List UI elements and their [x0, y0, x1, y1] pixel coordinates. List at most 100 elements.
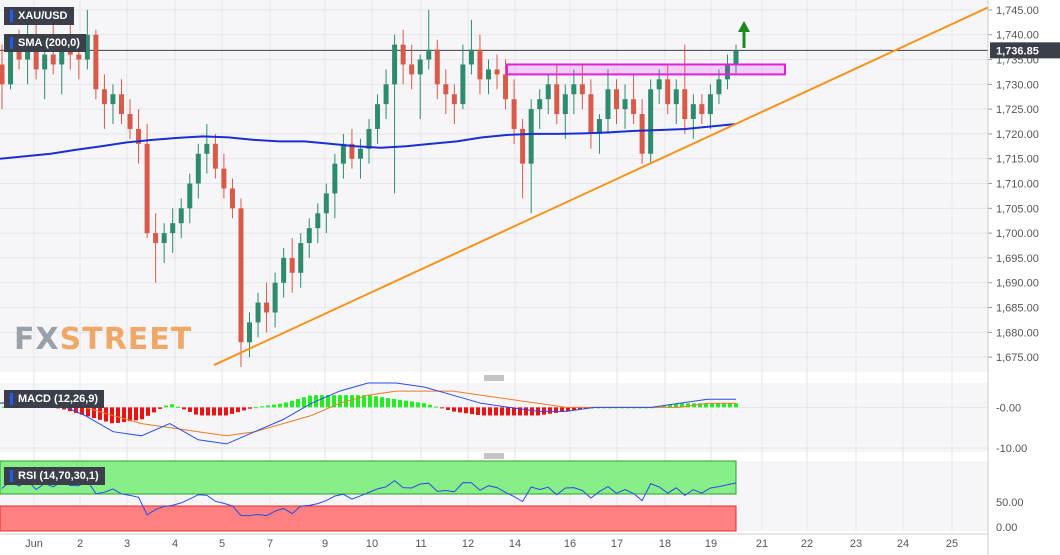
macd-histogram-bar — [704, 403, 708, 408]
date-tick-label: 5 — [219, 538, 225, 550]
macd-histogram-bar — [512, 407, 516, 416]
logo-street: STREET — [59, 322, 193, 357]
candle-body — [648, 89, 654, 154]
macd-histogram-bar — [572, 407, 576, 411]
date-tick-label: 7 — [267, 538, 273, 550]
macd-histogram-bar — [470, 407, 474, 415]
macd-histogram-bar — [158, 407, 162, 409]
sma-label[interactable]: SMA (200,0) — [4, 34, 86, 53]
candle-body — [332, 163, 338, 194]
candle-body — [349, 143, 355, 159]
macd-label[interactable]: MACD (12,26,9) — [4, 390, 105, 409]
macd-histogram-bar — [62, 407, 66, 410]
date-tick-label: 2 — [77, 538, 83, 550]
candle-body — [221, 168, 227, 189]
macd-histogram-bar — [290, 400, 294, 408]
macd-histogram-bar — [260, 406, 264, 408]
price-tick-label: 1,675.00 — [996, 352, 1039, 364]
sma-200-line — [0, 123, 737, 160]
candle-body — [477, 49, 483, 80]
candle-body — [323, 193, 329, 214]
macd-histogram-bar — [668, 404, 672, 408]
candle-body — [281, 257, 287, 283]
candle-body — [212, 143, 218, 169]
macd-histogram-bar — [80, 407, 84, 415]
date-tick-label: 24 — [897, 538, 909, 550]
price-tick-label: 1,700.00 — [996, 228, 1039, 240]
macd-histogram-bar — [548, 407, 552, 414]
macd-histogram-bar — [206, 407, 210, 416]
candle-body — [110, 94, 116, 105]
candle-body — [383, 84, 389, 105]
macd-histogram-bar — [218, 407, 222, 416]
date-tick-label: 14 — [509, 538, 521, 550]
macd-histogram-bar — [728, 403, 732, 408]
panel-resize-handle-rsi[interactable] — [484, 453, 504, 459]
macd-histogram-bar — [164, 405, 168, 408]
macd-histogram-bar — [320, 395, 324, 408]
candle-body — [699, 104, 705, 115]
candle-body — [366, 128, 372, 149]
macd-histogram-bar — [428, 404, 432, 408]
candle-body — [298, 243, 304, 273]
macd-histogram-bar — [116, 407, 120, 423]
panel-resize-handle-macd[interactable] — [484, 375, 504, 381]
macd-histogram-bar — [734, 403, 738, 408]
macd-line — [0, 382, 736, 445]
macd-histogram-bar — [368, 395, 372, 408]
candle-body — [707, 94, 713, 115]
sma-label-text: SMA (200,0) — [18, 37, 80, 49]
candle-body — [187, 183, 193, 209]
candle-body — [101, 89, 107, 105]
overlays — [0, 6, 989, 366]
candle-body — [306, 228, 312, 244]
candle-body — [716, 79, 722, 95]
date-tick-label: 22 — [801, 538, 813, 550]
current-price-label: 1,736.85 — [996, 45, 1039, 57]
macd-histogram-bar — [248, 407, 252, 409]
macd-histogram-bar — [518, 407, 522, 416]
macd-histogram-bar — [194, 407, 198, 415]
candle-body — [639, 114, 645, 154]
macd-series — [0, 382, 738, 445]
candle-body — [118, 94, 124, 115]
candle-body — [264, 302, 270, 313]
candle-body — [520, 128, 526, 164]
macd-tick-label: -0.00 — [996, 402, 1021, 414]
rsi-label[interactable]: RSI (14,70,30,1) — [4, 467, 105, 486]
price-panel-bg — [0, 0, 988, 372]
macd-histogram-bar — [236, 407, 240, 413]
candle-body — [622, 99, 628, 110]
macd-histogram-bar — [374, 396, 378, 408]
candle-body — [656, 79, 662, 90]
macd-histogram-bar — [128, 407, 132, 422]
candle-body — [247, 322, 253, 343]
symbol-label[interactable]: XAU/USD — [4, 7, 74, 26]
candle-body — [434, 49, 440, 85]
price-tick-label: 1,730.00 — [996, 79, 1039, 91]
price-tick-label: 1,695.00 — [996, 253, 1039, 265]
price-tick-label: 1,740.00 — [996, 30, 1039, 42]
macd-histogram-bar — [152, 407, 156, 413]
date-tick-label: 19 — [705, 538, 717, 550]
macd-histogram-bar — [506, 407, 510, 416]
candle-body — [665, 79, 671, 105]
price-tick-label: 1,720.00 — [996, 129, 1039, 141]
macd-histogram-bar — [398, 399, 402, 408]
macd-label-text: MACD (12,26,9) — [18, 393, 99, 405]
macd-histogram-bar — [554, 407, 558, 413]
macd-histogram-bar — [584, 407, 588, 409]
macd-tick-label: -10.00 — [996, 443, 1027, 455]
macd-histogram-bar — [326, 395, 330, 408]
rsi-tick-label: 0.00 — [996, 522, 1017, 534]
candle-body — [392, 44, 398, 85]
macd-histogram-bar — [272, 404, 276, 408]
macd-histogram-bar — [224, 407, 228, 416]
macd-histogram-bar — [182, 407, 186, 410]
macd-histogram-bar — [446, 407, 450, 410]
candle-body — [93, 34, 99, 90]
candle-body — [136, 128, 142, 144]
candle-body — [16, 49, 22, 60]
candle-body — [76, 54, 82, 60]
